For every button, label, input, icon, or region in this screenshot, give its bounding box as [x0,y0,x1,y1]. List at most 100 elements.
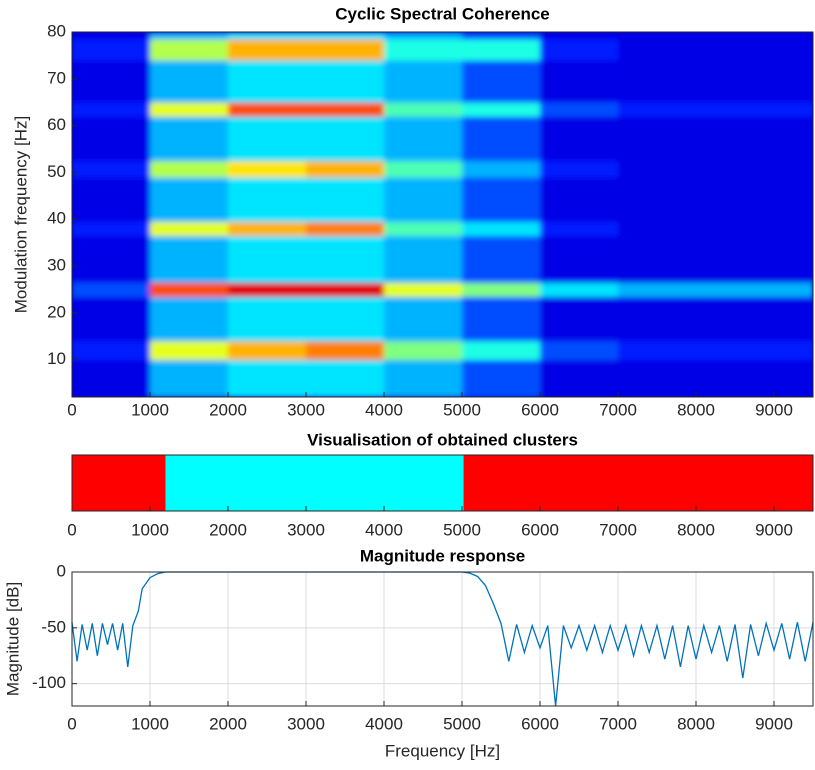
heatmap-cell [618,177,697,223]
x-tick-label: 1000 [131,400,169,419]
x-tick-label: 2000 [209,400,247,419]
x-tick-label: 0 [67,520,76,539]
x-tick-label: 2000 [209,714,247,733]
heatmap-cell [72,221,151,237]
heatmap-cell [72,282,151,297]
x-tick-label: 3000 [287,714,325,733]
heatmap-cell [150,296,229,342]
heatmap-cell [150,60,229,103]
heatmap-cell [540,359,619,397]
heatmap-cell [72,116,151,162]
x-tick-label: 4000 [365,714,403,733]
heatmap-cell [540,39,619,61]
heatmap-cell [306,102,385,117]
y-tick-label: 10 [47,349,66,368]
heatmap-cell [72,235,151,283]
heatmap-cell [618,359,697,397]
heatmap-cell [618,221,697,237]
x-tick-label: 8000 [677,520,715,539]
heatmap-cell [696,282,813,297]
heatmap-cell [696,60,813,103]
heatmap-cell [150,39,229,61]
heatmap-cell [228,177,307,223]
heatmap-cell [462,116,541,162]
x-tick-label: 4000 [365,400,403,419]
x-tick-label: 1000 [131,520,169,539]
y-tick-label: 70 [47,68,66,87]
x-tick-label: 7000 [599,714,637,733]
heatmap-cell [462,235,541,283]
chart-panel: Visualisation of obtained clusters 0 1000 2… [67,430,814,539]
heatmap-cell [306,235,385,283]
x-tick-label: 0 [67,714,76,733]
heatmap-cell [618,32,697,40]
x-tick-label: 6000 [521,714,559,733]
heatmap-cell [618,60,697,103]
heatmap-cell [150,32,229,40]
heatmap-cell [696,102,813,117]
heatmap-cell [540,102,619,117]
y-tick-label: 60 [47,115,66,134]
heatmap-cell [306,116,385,162]
heatmap-cell [72,60,151,103]
heatmap-cell [462,340,541,361]
heatmap-cell [228,116,307,162]
heatmap-cell [384,102,463,117]
heatmap-cell [618,160,697,178]
heatmap-cell [618,116,697,162]
x-tick-label: 7000 [599,520,637,539]
heatmap-cell [462,32,541,40]
cluster-segment [72,455,166,511]
x-tick-label: 9000 [755,714,793,733]
heatmap-cell [462,160,541,178]
heatmap-cell [384,359,463,397]
heatmap-cell [462,177,541,223]
heatmap-cell [462,221,541,237]
heatmap-cell [540,116,619,162]
heatmap-cell [696,116,813,162]
heatmap-cell [462,39,541,61]
y-tick-label: 30 [47,255,66,274]
y-tick-label: 50 [47,162,66,181]
heatmap-cell [384,235,463,283]
heatmap-cell [306,282,385,297]
y-tick-label: -100 [32,673,66,692]
heatmap-cell [150,102,229,117]
heatmap-cell [696,359,813,397]
heatmap-cell [540,282,619,297]
x-tick-label: 8000 [677,400,715,419]
x-tick-label: 5000 [443,400,481,419]
heatmap-cell [384,177,463,223]
heatmap-cell [306,340,385,361]
heatmap-cell [228,340,307,361]
x-tick-label: 1000 [131,714,169,733]
chart-panel: Cyclic Spectral Coherence 0 1000 2000 3000 40… [11,4,814,419]
magnitude-line [71,571,814,707]
heatmap-cell [384,60,463,103]
heatmap-cell [384,296,463,342]
y-axis-label: Magnitude [dB] [3,582,22,696]
chart-panel: Magnitude response 0 1000 2000 3000 4000 5000 6… [3,546,814,760]
heatmap [72,32,813,397]
heatmap-cell [150,160,229,178]
heatmap-cell [540,160,619,178]
x-tick-label: 6000 [521,520,559,539]
heatmap-cell [384,160,463,178]
heatmap-cell [618,102,697,117]
axes-frame [71,454,814,512]
chart-title: Visualisation of obtained clusters [307,430,578,449]
heatmap-cell [540,340,619,361]
heatmap-cell [696,160,813,178]
heatmap-cell [540,60,619,103]
heatmap-cell [228,32,307,40]
heatmap-cell [540,235,619,283]
x-tick-label: 3000 [287,400,325,419]
heatmap-cell [618,39,697,61]
heatmap-cell [150,177,229,223]
heatmap-cell [696,39,813,61]
y-tick-label: -50 [41,617,66,636]
chart-title: Cyclic Spectral Coherence [335,4,549,23]
heatmap-cell [72,102,151,117]
x-tick-label: 5000 [443,520,481,539]
